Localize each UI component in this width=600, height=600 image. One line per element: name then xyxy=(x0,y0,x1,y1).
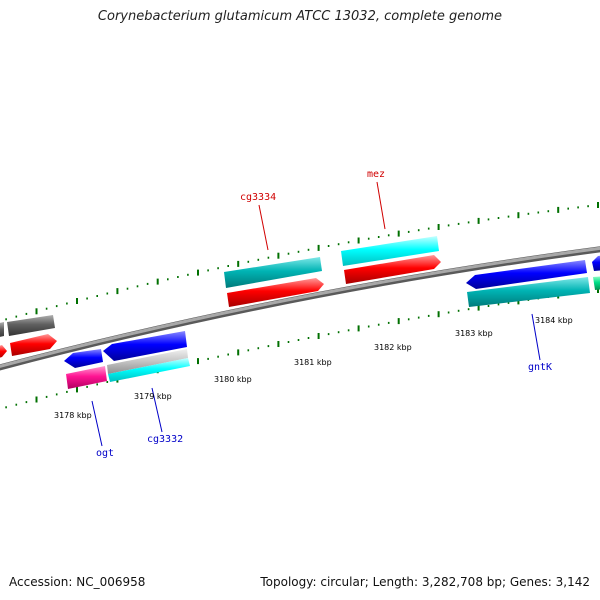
leader-mez xyxy=(376,181,386,230)
cyan-cds-mez xyxy=(341,236,439,266)
leader-gntk xyxy=(531,313,541,361)
leader-ogt xyxy=(91,400,103,447)
kbp-label-3184: 3184 kbp xyxy=(535,316,573,325)
outer-tick-ring xyxy=(5,202,599,321)
red-cds-mez xyxy=(344,255,441,284)
position-labels: 3178 kbp 3179 kbp 3180 kbp 3181 kbp 3182… xyxy=(54,316,573,420)
kbp-label-3179: 3179 kbp xyxy=(134,392,172,401)
cyan-cds-cg3332 xyxy=(108,358,190,382)
teal-cds-gntk xyxy=(467,277,590,307)
genome-summary: Topology: circular; Length: 3,282,708 bp… xyxy=(260,575,590,589)
teal-cds-cg3334 xyxy=(224,257,322,288)
pink-cds-ogt xyxy=(66,366,107,389)
inner-tick-ring xyxy=(5,287,599,409)
feature-track xyxy=(0,236,600,389)
kbp-label-3183: 3183 kbp xyxy=(455,329,493,338)
gene-label-gntk[interactable]: gntK xyxy=(528,362,552,373)
red-cds-cg3334 xyxy=(227,278,324,307)
backbone-line xyxy=(0,246,600,368)
silver-cds xyxy=(107,349,188,374)
gene-label-ogt[interactable]: ogt xyxy=(96,448,114,459)
blue-cds-right-edge xyxy=(592,255,600,271)
label-leader-lines xyxy=(91,181,541,447)
red-cds-left-edge xyxy=(0,345,7,358)
kbp-label-3180: 3180 kbp xyxy=(214,375,252,384)
genome-backbone xyxy=(0,246,600,371)
green-cds-right-edge xyxy=(593,276,600,290)
gray-cds xyxy=(7,315,55,336)
leader-cg3334 xyxy=(258,204,269,251)
gray-cds-left-edge xyxy=(0,322,4,337)
kbp-label-3181: 3181 kbp xyxy=(294,358,332,367)
blue-cds-cg3332 xyxy=(103,331,187,361)
kbp-label-3182: 3182 kbp xyxy=(374,343,412,352)
map-title: Corynebacterium glutamicum ATCC 13032, c… xyxy=(97,9,503,24)
accession-label: Accession: NC_006958 xyxy=(9,575,146,589)
gene-label-cg3332[interactable]: cg3332 xyxy=(147,434,183,445)
red-cds xyxy=(10,334,57,356)
kbp-label-3178: 3178 kbp xyxy=(54,411,92,420)
gene-label-cg3334[interactable]: cg3334 xyxy=(240,192,276,203)
blue-cds-ogt-small xyxy=(64,349,103,368)
leader-cg3332 xyxy=(151,387,163,433)
gene-labels: cg3334 mez ogt cg3332 gntK xyxy=(96,169,552,459)
gene-label-mez[interactable]: mez xyxy=(367,169,385,180)
blue-cds-gntk xyxy=(466,260,587,289)
